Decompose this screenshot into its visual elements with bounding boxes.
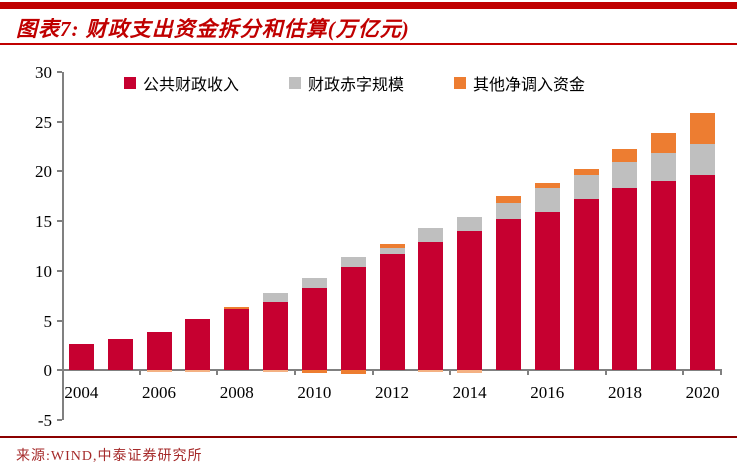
x-tick xyxy=(604,370,607,376)
top-border-rule xyxy=(0,2,737,9)
source-note: 来源:WIND,中泰证券研究所 xyxy=(16,449,203,464)
bar-2010-other xyxy=(301,370,327,374)
bar-2009-deficit xyxy=(263,292,289,303)
legend-swatch-orange-icon xyxy=(454,77,467,89)
bottom-border-rule xyxy=(0,436,737,438)
bar-2013-revenue xyxy=(418,241,444,371)
legend-item-other: 其他净调入资金 xyxy=(454,71,585,95)
x-tick-label: 2004 xyxy=(64,383,99,403)
bar-2006-other xyxy=(146,370,172,373)
y-tick-label: 0 xyxy=(43,361,53,381)
y-tick xyxy=(57,319,62,322)
bar-2016-other xyxy=(534,182,560,188)
bar-2014-deficit xyxy=(457,217,483,231)
y-axis-line xyxy=(62,72,64,420)
legend-label-revenue: 公共财政收入 xyxy=(143,77,240,94)
bar-2020-revenue xyxy=(690,175,716,371)
y-tick xyxy=(57,170,62,173)
x-tick xyxy=(526,370,529,376)
bar-2019-deficit xyxy=(651,152,677,181)
bar-2007-other xyxy=(185,370,211,373)
bar-2011-revenue xyxy=(340,266,366,371)
bar-2011-deficit xyxy=(340,256,366,267)
x-tick xyxy=(449,370,452,376)
y-tick xyxy=(57,220,62,223)
y-tick xyxy=(57,120,62,123)
bar-2015-revenue xyxy=(495,218,521,371)
y-tick xyxy=(57,71,62,73)
x-tick-label: 2016 xyxy=(530,383,565,403)
legend-label-other: 其他净调入资金 xyxy=(473,77,586,94)
bar-2012-revenue xyxy=(379,253,405,371)
y-tick-label: 10 xyxy=(35,261,52,281)
bar-2012-deficit xyxy=(379,248,405,254)
bar-2017-deficit xyxy=(573,174,599,199)
legend-swatch-red-icon xyxy=(124,77,136,89)
bar-2020-other xyxy=(690,112,716,144)
y-tick-label: 5 xyxy=(43,311,53,331)
bar-2012-other xyxy=(379,244,405,249)
bar-2010-revenue xyxy=(301,287,327,371)
bar-2005-revenue xyxy=(107,338,133,371)
bar-2018-revenue xyxy=(612,187,638,371)
plot-area: 30 25 20 15 10 5 0 -5 2004 2006 2008 2010 2012 2014 20… xyxy=(35,64,722,429)
bar-2020-deficit xyxy=(690,143,716,176)
legend-label-deficit: 财政赤字规模 xyxy=(308,77,405,94)
bar-2013-deficit xyxy=(418,228,444,242)
bar-2017-other xyxy=(573,168,599,175)
bar-2015-other xyxy=(495,195,521,203)
y-tick xyxy=(57,419,62,421)
y-tick-label: 20 xyxy=(35,162,52,182)
x-tick xyxy=(720,370,722,376)
bar-2008-other xyxy=(224,306,250,310)
x-tick-label: 2014 xyxy=(452,383,487,403)
y-tick-label: -5 xyxy=(37,411,52,430)
title-divider-rule xyxy=(0,43,737,45)
bar-2010-deficit xyxy=(301,277,327,288)
x-tick xyxy=(293,370,296,376)
x-tick-label: 2012 xyxy=(375,383,409,403)
x-tick xyxy=(682,370,685,376)
y-tick xyxy=(57,369,62,372)
bar-2009-other xyxy=(263,370,289,372)
legend-swatch-gray-icon xyxy=(289,77,302,89)
bar-2014-other xyxy=(457,370,483,373)
y-tick-label: 25 xyxy=(35,112,52,132)
y-tick xyxy=(57,269,62,272)
bar-2016-deficit xyxy=(534,187,560,212)
bar-2013-other xyxy=(418,370,444,373)
bar-2019-revenue xyxy=(651,180,677,371)
legend-item-deficit: 财政赤字规模 xyxy=(289,71,404,95)
bar-2016-revenue xyxy=(534,211,560,371)
chart-legend: 公共财政收入 财政赤字规模 其他净调入资金 xyxy=(124,71,585,95)
x-tick-label: 2006 xyxy=(142,383,177,403)
x-tick-label: 2020 xyxy=(685,383,720,403)
x-tick xyxy=(371,370,374,376)
bar-2019-other xyxy=(651,132,677,153)
x-tick-label: 2008 xyxy=(219,383,254,403)
bar-2011-other xyxy=(340,370,366,374)
x-axis-line xyxy=(62,369,722,372)
bar-2007-revenue xyxy=(185,319,211,371)
bar-2006-revenue xyxy=(146,331,172,371)
bar-2008-revenue xyxy=(224,309,250,371)
bar-2014-revenue xyxy=(457,230,483,371)
x-tick xyxy=(216,370,219,376)
bar-2018-deficit xyxy=(612,162,638,188)
y-tick-label: 15 xyxy=(35,212,52,232)
x-tick-label: 2010 xyxy=(297,383,332,403)
bar-2018-other xyxy=(612,149,638,163)
bar-2009-revenue xyxy=(263,302,289,371)
y-tick-label: 30 xyxy=(35,63,52,82)
chart-title: 图表7: 财政支出资金拆分和估算(万亿元) xyxy=(16,17,410,41)
x-tick-label: 2018 xyxy=(607,383,642,403)
bar-2017-revenue xyxy=(573,198,599,371)
bar-2015-deficit xyxy=(495,202,521,219)
x-tick xyxy=(138,370,141,376)
legend-item-revenue: 公共财政收入 xyxy=(124,71,239,95)
bar-2004-revenue xyxy=(68,344,94,371)
